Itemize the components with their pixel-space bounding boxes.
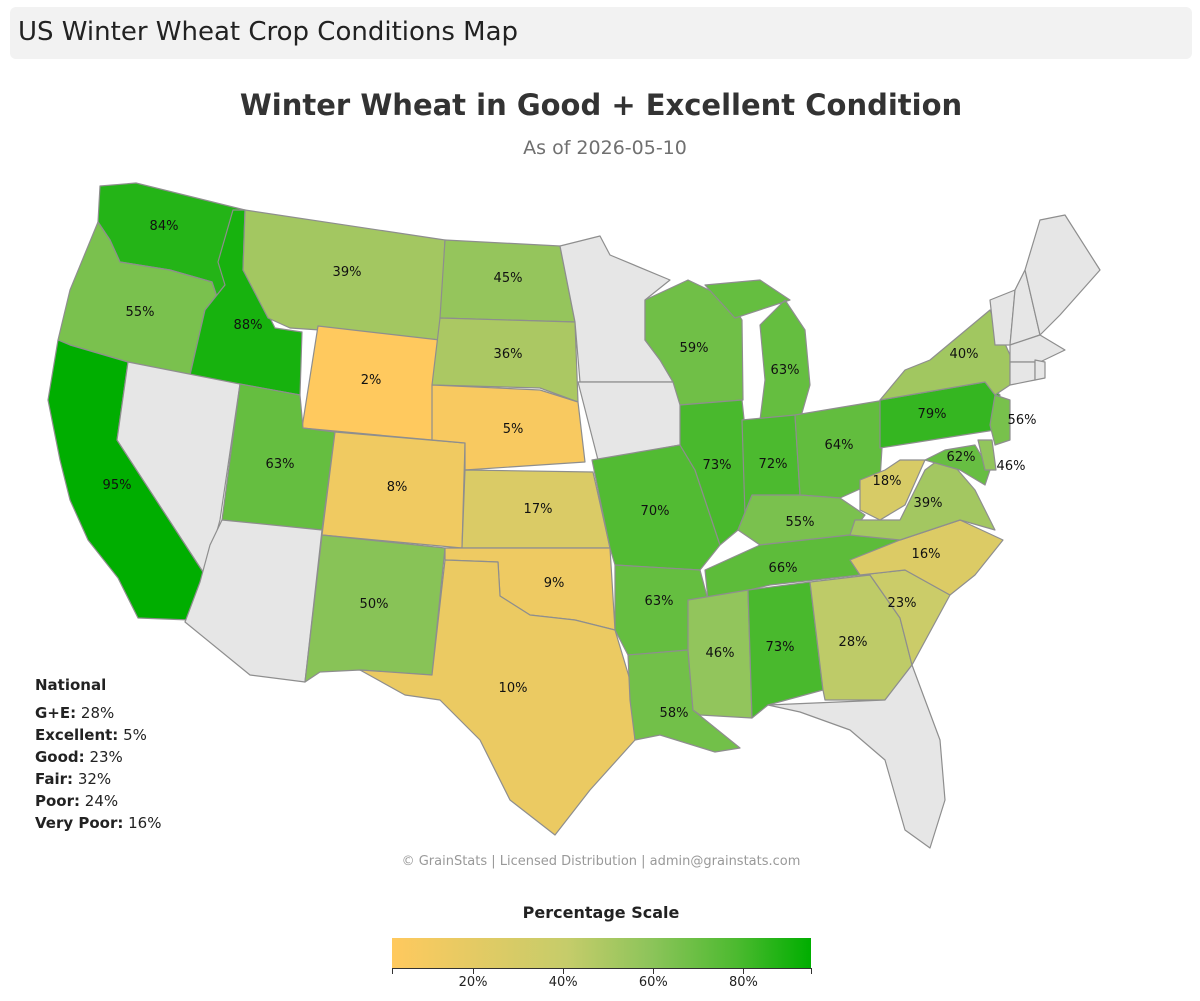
state-label-ok: 9%: [544, 576, 565, 591]
state-label-wa: 84%: [150, 219, 179, 234]
national-row-excellent: Excellent: 5%: [35, 724, 161, 746]
state-label-co: 8%: [387, 480, 408, 495]
national-row-good: Good: 23%: [35, 746, 161, 768]
state-label-al: 73%: [766, 640, 795, 655]
state-label-mo: 70%: [641, 504, 670, 519]
header-bar: US Winter Wheat Crop Conditions Map: [10, 7, 1192, 59]
state-label-nc: 16%: [912, 547, 941, 562]
scale-tick-label: 60%: [638, 975, 668, 990]
state-label-sd: 36%: [494, 347, 523, 362]
state-label-nm: 50%: [360, 597, 389, 612]
scale-tick: [473, 968, 475, 974]
state-ny[interactable]: [879, 309, 1011, 401]
state-label-mt: 39%: [333, 265, 362, 280]
national-label: G+E:: [35, 704, 77, 722]
state-label-ny: 40%: [950, 347, 979, 362]
national-label: Excellent:: [35, 726, 119, 744]
state-ma[interactable]: [1009, 334, 1066, 363]
state-va[interactable]: [849, 454, 996, 541]
national-row-fair: Fair: 32%: [35, 768, 161, 790]
state-al[interactable]: [747, 581, 824, 719]
map-title: Winter Wheat in Good + Excellent Conditi…: [239, 88, 963, 122]
copyright-footer: © GrainStats | Licensed Distribution | a…: [401, 854, 801, 869]
scale-tick-label: 80%: [728, 975, 758, 990]
scale-tick-label: 20%: [458, 975, 488, 990]
state-md[interactable]: [924, 444, 991, 486]
state-label-tn: 66%: [769, 561, 798, 576]
states-layer: [47, 182, 1101, 849]
state-label-ms: 46%: [706, 646, 735, 661]
national-label: Poor:: [35, 792, 80, 810]
national-value: 24%: [84, 792, 119, 810]
state-label-ga: 28%: [839, 635, 868, 650]
national-value: 28%: [80, 704, 115, 722]
state-label-nj: 56%: [1008, 413, 1037, 428]
state-label-ut: 63%: [266, 457, 295, 472]
national-value: 16%: [128, 814, 162, 832]
state-label-mi: 63%: [771, 363, 800, 378]
state-nj[interactable]: [989, 394, 1011, 446]
national-value: 32%: [77, 770, 112, 788]
state-label-sc: 23%: [888, 596, 917, 611]
state-label-nd: 45%: [494, 271, 523, 286]
state-label-in: 72%: [759, 457, 788, 472]
state-me[interactable]: [1024, 214, 1101, 336]
scale-end-tick: [392, 968, 393, 974]
national-label: Fair:: [35, 770, 74, 788]
state-label-oh: 64%: [825, 438, 854, 453]
national-title: National: [35, 676, 107, 694]
state-mi[interactable]: [704, 279, 811, 421]
state-label-wy: 2%: [361, 373, 382, 388]
state-label-or: 55%: [126, 305, 155, 320]
state-label-wi: 59%: [680, 341, 709, 356]
map-subtitle: As of 2026-05-10: [523, 137, 687, 159]
state-label-il: 73%: [703, 458, 732, 473]
national-label: Very Poor:: [35, 814, 124, 832]
state-fl[interactable]: [767, 664, 946, 849]
labels-layer: 84% 55% 95% 88% 39% 2% 63% 8% 50% 45% 36% 5% 17% 9% 10…: [103, 219, 1037, 721]
scale-tick-label: 40%: [548, 975, 578, 990]
state-label-tx: 10%: [499, 681, 528, 696]
national-label: Good:: [35, 748, 85, 766]
color-scale-bar: [392, 938, 811, 969]
state-de[interactable]: [977, 439, 997, 471]
state-label-de: 46%: [997, 459, 1026, 474]
state-ct[interactable]: [1009, 361, 1036, 386]
state-ri[interactable]: [1034, 359, 1046, 381]
national-row-ge: G+E: 28%: [35, 702, 161, 724]
page-title: US Winter Wheat Crop Conditions Map: [18, 17, 519, 47]
state-label-ky: 55%: [786, 515, 815, 530]
state-label-ca: 95%: [103, 478, 132, 493]
scale-tick: [653, 968, 655, 974]
state-label-ar: 63%: [645, 594, 674, 609]
scale-tick: [743, 968, 745, 974]
state-sd[interactable]: [431, 317, 579, 403]
scale-end-tick: [811, 968, 812, 974]
state-ne[interactable]: [431, 384, 586, 471]
state-label-pa: 79%: [918, 407, 947, 422]
state-wv[interactable]: [859, 459, 926, 521]
national-value: 5%: [123, 726, 147, 744]
national-row-very-poor: Very Poor: 16%: [35, 812, 161, 834]
scale-title: Percentage Scale: [522, 903, 680, 922]
national-summary: National G+E: 28% Excellent: 5% Good: 23…: [35, 676, 161, 834]
state-label-va: 39%: [914, 496, 943, 511]
state-label-la: 58%: [660, 706, 689, 721]
us-choropleth-map: 84% 55% 95% 88% 39% 2% 63% 8% 50% 45% 36% 5% 17% 9% 10…: [47, 182, 1101, 849]
state-label-ks: 17%: [524, 502, 553, 517]
national-value: 23%: [89, 748, 123, 766]
state-label-md: 62%: [947, 450, 976, 465]
state-label-wv: 18%: [873, 474, 902, 489]
scale-tick: [563, 968, 565, 974]
state-label-id: 88%: [234, 318, 263, 333]
state-il[interactable]: [679, 399, 753, 546]
scale-axis: [392, 968, 811, 969]
state-label-ne: 5%: [503, 422, 524, 437]
national-row-poor: Poor: 24%: [35, 790, 161, 812]
state-tx[interactable]: [359, 559, 636, 836]
